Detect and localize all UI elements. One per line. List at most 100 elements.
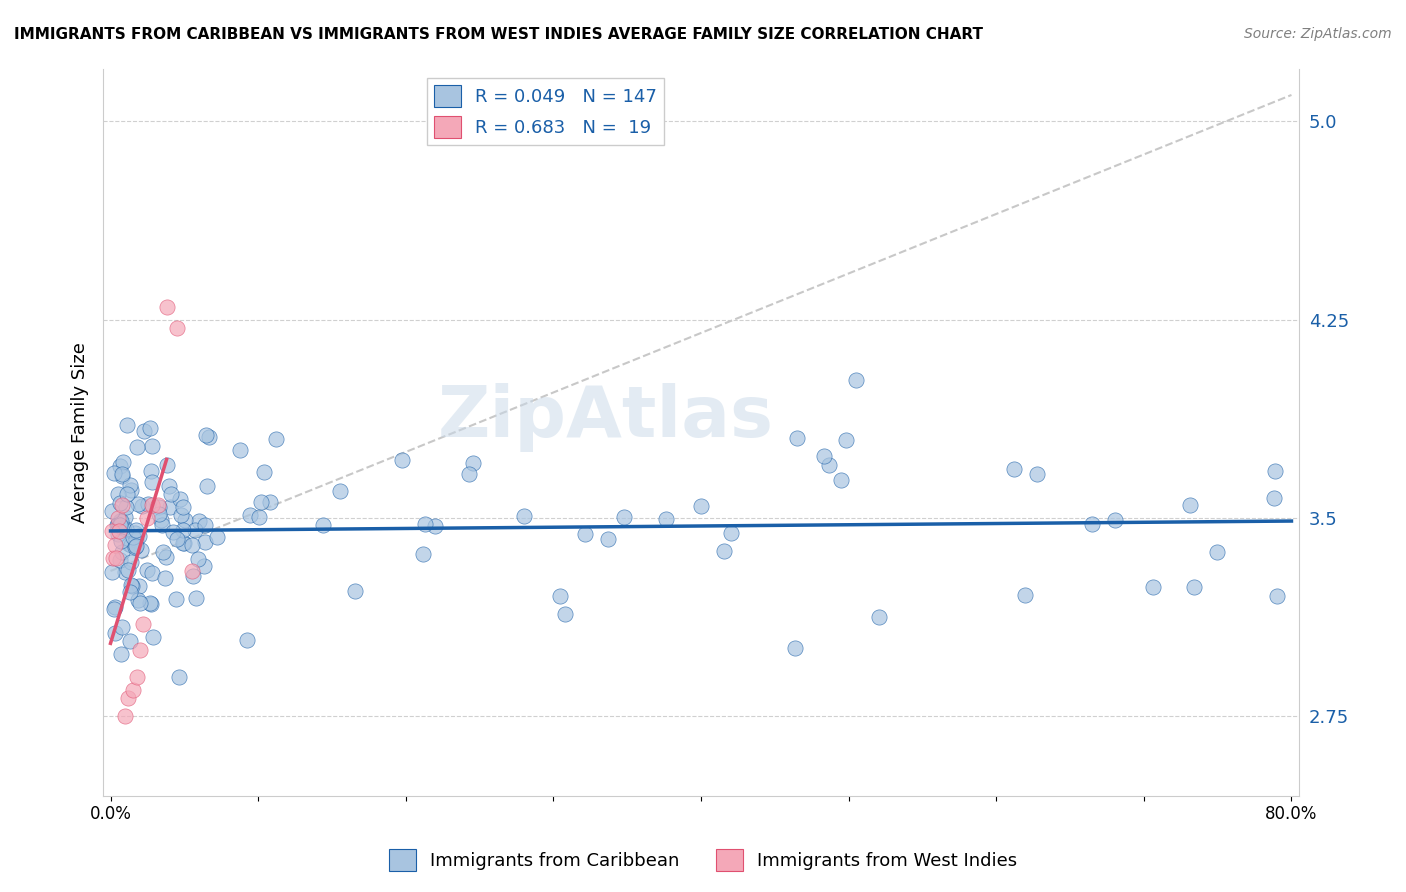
Point [139, 596, 162, 610]
Point [155, 549, 177, 564]
Point [458, 467, 481, 481]
Point [513, 509, 536, 524]
Point [574, 526, 596, 541]
Point [150, 517, 173, 532]
Point [108, 514, 131, 528]
Point [115, 522, 138, 536]
Point [550, 589, 572, 603]
Point [329, 484, 352, 499]
Point [1081, 516, 1104, 531]
Point [131, 499, 153, 513]
Point [110, 533, 132, 548]
Point [141, 439, 163, 453]
Point [391, 453, 413, 467]
Point [166, 320, 188, 334]
Point [139, 421, 162, 435]
Point [343, 584, 366, 599]
Point [108, 518, 131, 533]
Point [120, 585, 142, 599]
Point [105, 517, 128, 532]
Point [104, 537, 127, 551]
Point [114, 566, 136, 580]
Point [111, 454, 134, 468]
Point [127, 440, 149, 454]
Point [236, 632, 259, 647]
Point [128, 579, 150, 593]
Point [312, 518, 335, 533]
Point [194, 534, 217, 549]
Point [239, 508, 262, 522]
Point [613, 510, 636, 524]
Point [184, 523, 207, 537]
Point [152, 545, 174, 559]
Point [114, 709, 136, 723]
Point [141, 498, 163, 512]
Point [120, 578, 142, 592]
Point [104, 626, 127, 640]
Point [198, 430, 221, 444]
Point [111, 498, 134, 512]
Point [105, 550, 128, 565]
Point [157, 479, 180, 493]
Point [111, 545, 134, 559]
Point [115, 487, 138, 501]
Point [167, 670, 190, 684]
Point [120, 483, 142, 498]
Point [136, 511, 159, 525]
Point [184, 591, 207, 605]
Point [172, 500, 194, 515]
Point [423, 519, 446, 533]
Point [111, 620, 134, 634]
Point [124, 540, 146, 554]
Point [131, 542, 153, 557]
Point [108, 459, 131, 474]
Point [169, 508, 191, 523]
Point [124, 524, 146, 538]
Point [845, 374, 868, 388]
Text: Source: ZipAtlas.com: Source: ZipAtlas.com [1244, 27, 1392, 41]
Point [181, 537, 204, 551]
Point [139, 464, 162, 478]
Point [159, 500, 181, 514]
Point [125, 539, 148, 553]
Point [830, 473, 852, 487]
Point [103, 550, 125, 565]
Point [108, 524, 131, 539]
Point [115, 417, 138, 432]
Point [205, 530, 228, 544]
Point [1104, 513, 1126, 527]
Point [155, 458, 177, 472]
Point [120, 556, 142, 570]
Point [813, 450, 835, 464]
Point [121, 683, 143, 698]
Point [689, 499, 711, 513]
Point [155, 300, 177, 314]
Legend: R = 0.049   N = 147, R = 0.683   N =  19: R = 0.049 N = 147, R = 0.683 N = 19 [426, 78, 665, 145]
Point [194, 518, 217, 533]
Point [1025, 467, 1047, 481]
Point [1264, 464, 1286, 478]
Point [654, 512, 676, 526]
Point [148, 507, 170, 521]
Point [1002, 462, 1025, 476]
Point [108, 496, 131, 510]
Point [141, 566, 163, 580]
Point [554, 607, 576, 621]
Point [461, 456, 484, 470]
Point [173, 512, 195, 526]
Point [136, 563, 159, 577]
Point [1263, 491, 1285, 505]
Point [141, 597, 163, 611]
Point [141, 475, 163, 490]
Point [129, 643, 152, 657]
Point [128, 596, 150, 610]
Point [412, 547, 434, 561]
Point [125, 670, 148, 684]
Point [107, 486, 129, 500]
Point [127, 592, 149, 607]
Point [195, 479, 218, 493]
Point [153, 571, 176, 585]
Point [253, 465, 276, 479]
Point [173, 536, 195, 550]
Point [149, 513, 172, 527]
